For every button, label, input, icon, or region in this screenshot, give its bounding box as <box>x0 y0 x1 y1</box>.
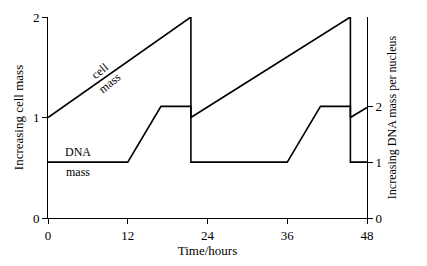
svg-text:mass: mass <box>66 165 90 179</box>
svg-text:1: 1 <box>33 110 40 125</box>
svg-text:24: 24 <box>201 228 215 243</box>
svg-text:36: 36 <box>281 228 295 243</box>
svg-text:1: 1 <box>376 155 383 170</box>
svg-text:2: 2 <box>376 99 383 114</box>
svg-text:Time/hours: Time/hours <box>178 243 237 258</box>
svg-text:Increasing DNA mass per nucleu: Increasing DNA mass per nucleus <box>385 36 399 200</box>
svg-text:DNA: DNA <box>65 145 91 159</box>
svg-text:2: 2 <box>33 10 40 25</box>
svg-text:0: 0 <box>33 211 40 226</box>
svg-text:12: 12 <box>121 228 134 243</box>
svg-text:cellmass: cellmass <box>86 58 124 96</box>
svg-text:0: 0 <box>376 211 383 226</box>
svg-text:48: 48 <box>361 228 374 243</box>
svg-text:0: 0 <box>45 228 52 243</box>
svg-text:Increasing cell mass: Increasing cell mass <box>11 65 26 170</box>
